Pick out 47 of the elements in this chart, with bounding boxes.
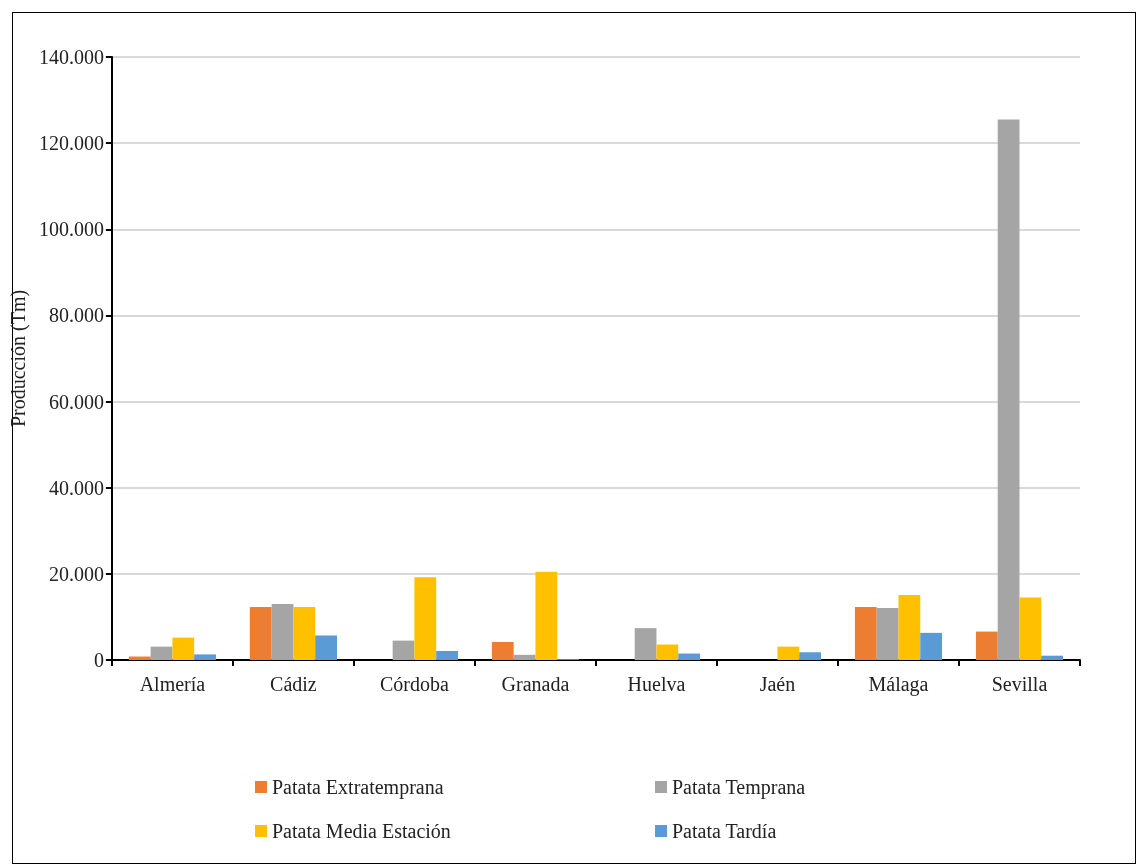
bar: [172, 637, 195, 660]
x-tick-label: Almería: [139, 673, 206, 695]
bar: [876, 607, 899, 660]
bar: [1019, 597, 1042, 660]
x-tick-label: Jaén: [759, 673, 796, 695]
bar: [975, 631, 998, 660]
bar: [920, 632, 943, 660]
bar: [414, 577, 437, 660]
bar: [150, 646, 173, 660]
y-tick-label: 120.000: [38, 132, 104, 155]
bar: [436, 650, 458, 660]
bar: [656, 644, 679, 660]
y-tick-label: 60.000: [48, 390, 104, 413]
bar: [392, 640, 415, 660]
bar: [854, 607, 877, 660]
y-tick-label: 80.000: [48, 304, 104, 327]
bar: [271, 604, 294, 660]
legend-label: Patata Temprana: [672, 776, 806, 799]
bar: [777, 646, 800, 660]
bar: [535, 571, 558, 660]
bar: [898, 594, 921, 660]
bar: [997, 119, 1020, 660]
y-tick-label: 0: [93, 649, 104, 671]
bar: [249, 607, 272, 660]
bar: [194, 654, 216, 660]
legend-label: Patata Extratemprana: [272, 776, 444, 799]
y-tick-label: 20.000: [48, 562, 104, 585]
bar: [1041, 655, 1064, 660]
bar: [513, 654, 536, 660]
legend-label: Patata Tardía: [672, 820, 777, 842]
x-tick-label: Málaga: [868, 673, 929, 696]
y-tick-label: 140.000: [38, 46, 104, 68]
x-tick-label: Granada: [501, 673, 570, 695]
legend-label: Patata Media Estación: [272, 820, 451, 842]
bar: [293, 607, 316, 660]
bar: [315, 635, 337, 660]
y-tick-label: 100.000: [38, 218, 104, 241]
y-tick-label: 40.000: [48, 476, 104, 499]
bar: [634, 628, 657, 660]
bar: [491, 641, 514, 660]
x-tick-label: Córdoba: [379, 673, 449, 695]
y-axis-title: Producción (Tm): [7, 289, 30, 428]
x-tick-label: Cádiz: [270, 673, 317, 695]
x-tick-label: Sevilla: [991, 673, 1048, 695]
x-tick-label: Huelva: [627, 673, 686, 695]
bar: [799, 652, 822, 660]
bar: [678, 653, 701, 660]
